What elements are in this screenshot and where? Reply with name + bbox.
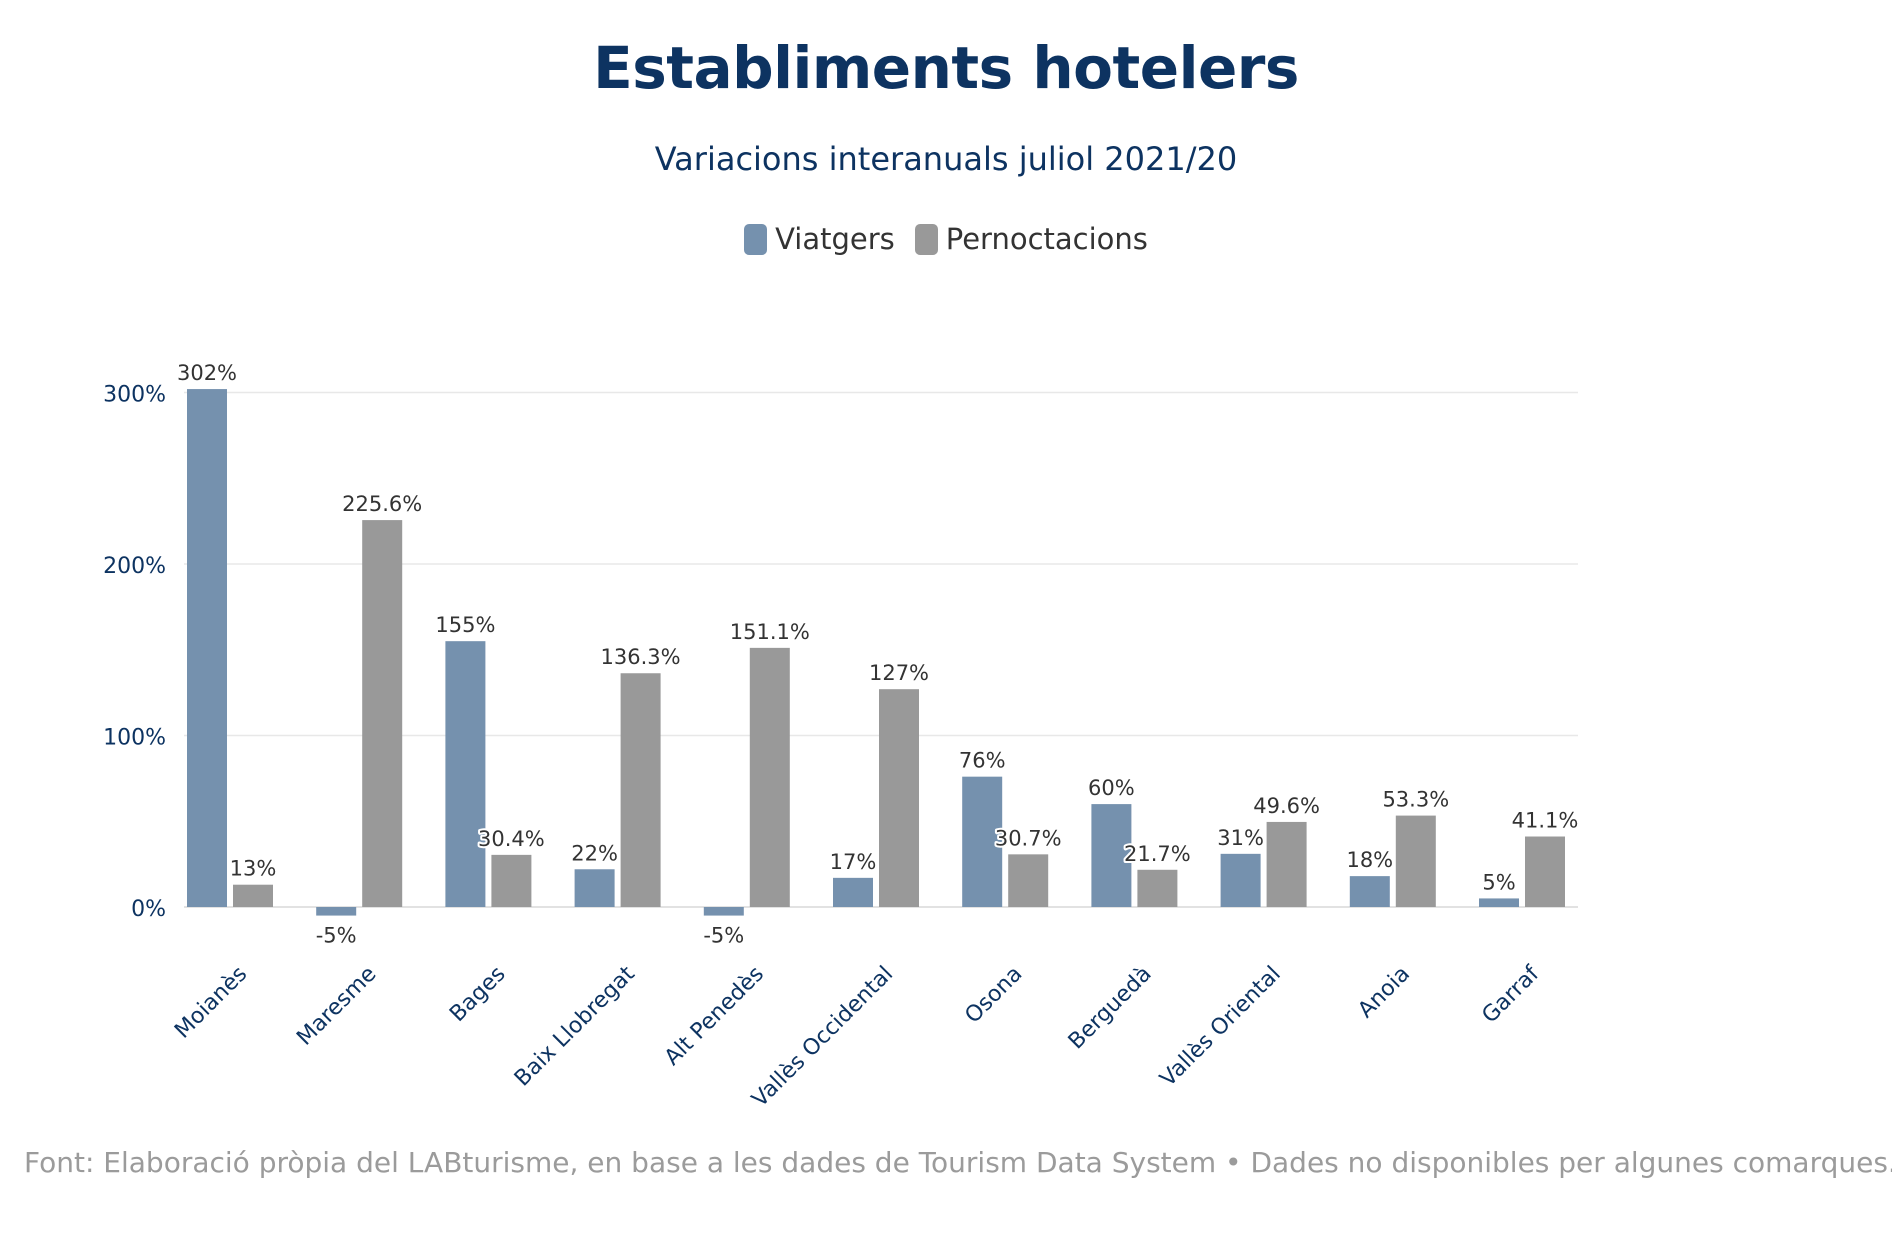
bar-pernoctacions[interactable] <box>749 647 790 907</box>
x-tick-label: Berguedà <box>1064 962 1157 1055</box>
bar-pernoctacions[interactable] <box>362 520 403 907</box>
data-label: 41.1% <box>1512 809 1579 833</box>
y-tick-label: 100% <box>103 726 166 751</box>
legend-label-pernoctacions: Pernoctacions <box>945 222 1148 256</box>
x-tick-label: Vallès Occidental <box>747 962 898 1113</box>
x-tick-label: Garraf <box>1477 961 1545 1029</box>
data-label: 21.7% <box>1124 842 1191 866</box>
data-label: 30.4% <box>478 827 545 851</box>
x-tick-label: Alt Penedès <box>660 962 769 1071</box>
data-label: 225.6% <box>342 492 422 516</box>
data-label: 127% <box>869 661 929 685</box>
bar-pernoctacions[interactable] <box>233 884 273 907</box>
bar-viatgers[interactable] <box>962 776 1003 907</box>
bar-pernoctacions[interactable] <box>1008 854 1049 907</box>
data-label: -5% <box>316 924 357 948</box>
x-tick-label: Moianès <box>170 962 252 1044</box>
data-label: 31% <box>1217 826 1264 850</box>
bar-viatgers[interactable] <box>1349 876 1390 907</box>
data-label: 76% <box>959 749 1006 773</box>
bar-viatgers[interactable] <box>1220 853 1261 907</box>
bar-viatgers[interactable] <box>833 877 873 907</box>
data-label: 5% <box>1482 870 1515 894</box>
legend-swatch-pernoctacions <box>914 223 938 255</box>
bar-viatgers[interactable] <box>316 907 357 916</box>
y-tick-label: 200% <box>103 554 166 579</box>
data-label: -5% <box>703 924 744 948</box>
bar-pernoctacions[interactable] <box>1525 836 1565 907</box>
data-label: 136.3% <box>601 645 681 669</box>
x-tick-label: Osona <box>960 962 1027 1029</box>
legend-swatch-viatgers <box>744 223 768 255</box>
data-label: 13% <box>230 857 277 881</box>
legend-label-viatgers: Viatgers <box>775 222 895 256</box>
bar-pernoctacions[interactable] <box>620 673 661 907</box>
x-tick-label: Baix Llobregat <box>510 961 640 1091</box>
chart-title: Establiments hotelers <box>593 34 1299 102</box>
source-footnote: Font: Elaboració pròpia del LABturisme, … <box>24 1146 1892 1179</box>
data-label: 30.7% <box>995 826 1062 850</box>
bar-pernoctacions[interactable] <box>491 854 532 907</box>
data-label: 53.3% <box>1382 788 1449 812</box>
legend: Viatgers Pernoctacions <box>0 222 1892 256</box>
x-tick-label: Maresme <box>292 962 381 1051</box>
data-label: 49.6% <box>1253 794 1320 818</box>
data-label: 18% <box>1346 848 1393 872</box>
legend-item-viatgers[interactable]: Viatgers <box>744 222 895 256</box>
chart-subtitle: Variacions interanuals juliol 2021/20 <box>654 140 1238 178</box>
bar-viatgers[interactable] <box>187 389 227 907</box>
bar-pernoctacions[interactable] <box>1395 815 1436 907</box>
bar-viatgers[interactable] <box>1091 804 1132 907</box>
x-tick-label: Anoia <box>1353 962 1415 1024</box>
data-label: 17% <box>830 850 877 874</box>
x-tick-label: Vallès Oriental <box>1156 962 1286 1092</box>
bar-viatgers[interactable] <box>574 869 615 907</box>
data-label: 22% <box>571 841 618 865</box>
data-label: 151.1% <box>730 620 810 644</box>
data-label: 60% <box>1088 776 1135 800</box>
bar-viatgers[interactable] <box>445 641 486 907</box>
bar-viatgers[interactable] <box>1479 898 1519 907</box>
bar-viatgers[interactable] <box>703 907 744 916</box>
y-tick-label: 300% <box>103 383 166 408</box>
legend-item-pernoctacions[interactable]: Pernoctacions <box>914 222 1148 256</box>
data-label: 302% <box>177 361 237 385</box>
bar-pernoctacions[interactable] <box>879 689 919 907</box>
bar-pernoctacions[interactable] <box>1266 821 1307 907</box>
y-tick-label: 0% <box>131 897 166 922</box>
data-label: 155% <box>435 613 495 637</box>
x-tick-label: Bages <box>445 962 510 1027</box>
bar-pernoctacions[interactable] <box>1137 869 1178 907</box>
